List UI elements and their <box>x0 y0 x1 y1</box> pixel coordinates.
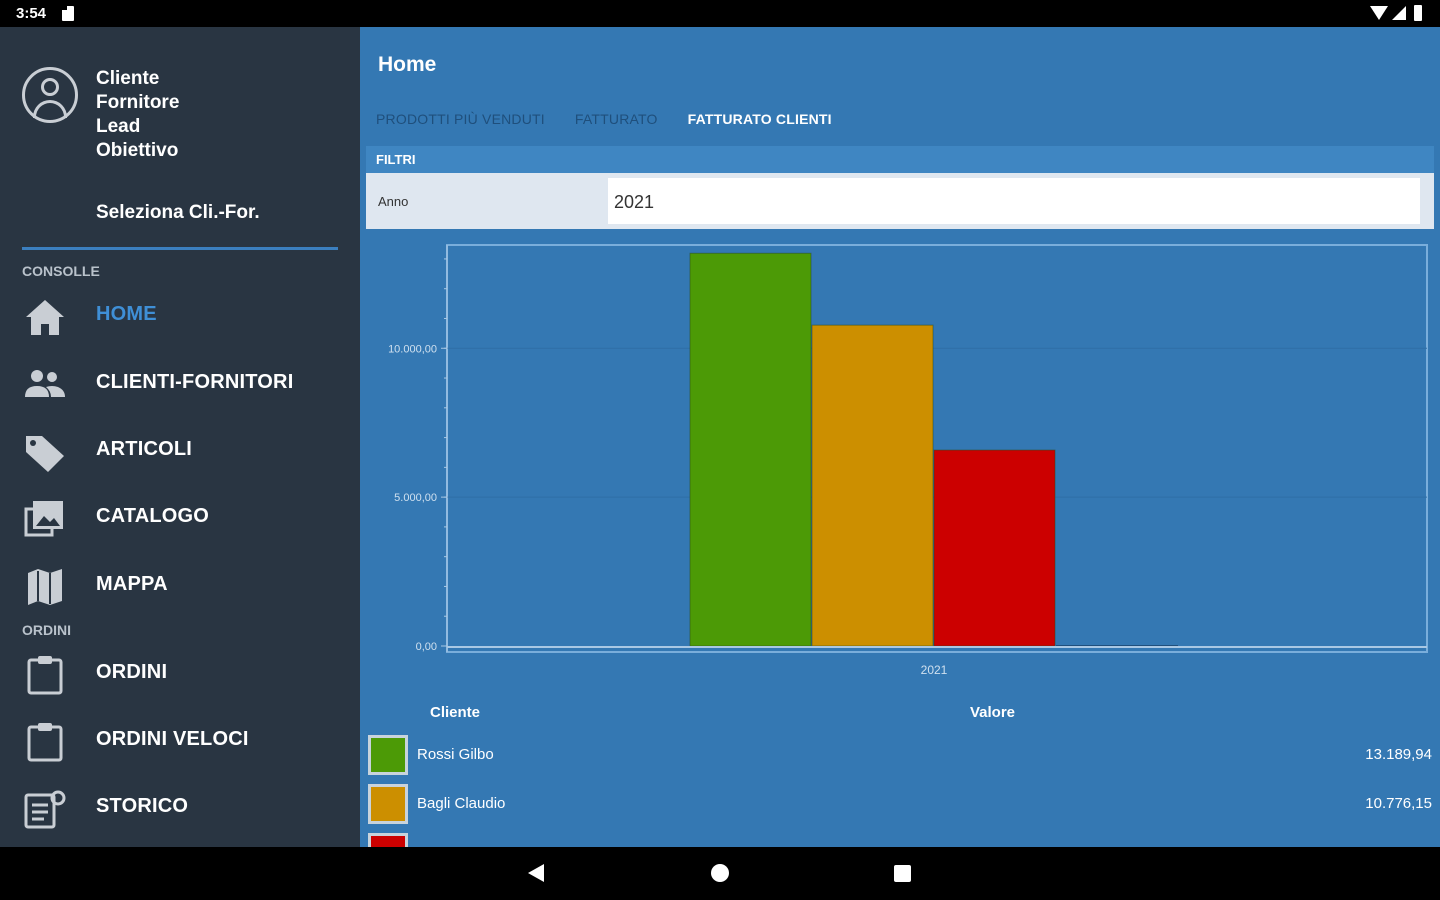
profile-line-supplier: Fornitore <box>96 92 180 113</box>
column-header-client: Cliente <box>430 704 481 721</box>
sidebar-item-home[interactable]: HOME <box>0 287 360 343</box>
year-field[interactable]: 2021 <box>608 178 1420 224</box>
revenue-bar-chart: 0,00 5.000,00 10.000,00 2021 <box>388 244 1428 677</box>
table-row[interactable] <box>360 831 1440 847</box>
y-tick-label: 10.000,00 <box>388 343 437 355</box>
tab-prodotti-piu-venduti[interactable]: PRODOTTI PIÙ VENDUTI <box>376 111 545 127</box>
gallery-icon <box>24 501 63 537</box>
profile-line-objective: Obiettivo <box>96 140 179 161</box>
recents-icon[interactable] <box>894 865 911 882</box>
select-client-supplier-button[interactable]: Seleziona Cli.-For. <box>96 202 260 223</box>
bar <box>689 252 812 647</box>
client-value: 13.189,94 <box>1365 746 1432 763</box>
sidebar-item-ordini-veloci[interactable]: ORDINI VELOCI <box>0 712 360 768</box>
sidebar-divider <box>22 247 338 250</box>
profile-line-lead: Lead <box>96 116 141 137</box>
sdcard-icon <box>62 6 74 21</box>
year-value: 2021 <box>614 192 655 212</box>
sidebar-item-label: ARTICOLI <box>96 438 193 460</box>
system-nav-bar <box>0 847 1440 900</box>
year-label: Anno <box>378 194 409 209</box>
clipboard-icon <box>27 656 63 695</box>
y-tick-label: 0,00 <box>416 641 437 653</box>
people-icon <box>25 370 65 397</box>
column-header-value: Valore <box>970 704 1016 721</box>
page-title: Home <box>378 53 437 76</box>
legend-swatch <box>368 833 408 847</box>
avatar-icon[interactable] <box>22 67 78 123</box>
sidebar-item-label: MAPPA <box>96 573 168 595</box>
client-value: 10.776,15 <box>1365 795 1432 812</box>
filters-label: FILTRI <box>376 152 416 167</box>
wifi-icon <box>1370 6 1388 20</box>
tab-fatturato[interactable]: FATTURATO <box>574 111 658 127</box>
home-circle-icon[interactable] <box>711 864 729 882</box>
tag-icon <box>26 436 64 472</box>
clipboard-icon <box>27 723 63 762</box>
y-tick-label: 5.000,00 <box>394 492 437 504</box>
back-icon[interactable] <box>528 864 544 882</box>
bar <box>933 449 1056 647</box>
sidebar-item-label: ORDINI VELOCI <box>96 728 249 750</box>
tab-bar: PRODOTTI PIÙ VENDUTI FATTURATO FATTURATO… <box>376 111 832 127</box>
x-tick-label: 2021 <box>921 663 948 677</box>
legend-swatch <box>368 784 408 824</box>
sidebar-item-label: ORDINI <box>96 661 168 683</box>
sidebar-item-mappa[interactable]: MAPPA <box>0 557 360 613</box>
sidebar-item-articoli[interactable]: ARTICOLI <box>0 422 360 478</box>
history-doc-icon <box>24 790 66 829</box>
legend-swatch <box>368 735 408 775</box>
sidebar-item-label: CATALOGO <box>96 505 210 527</box>
home-icon <box>26 300 64 335</box>
client-name: Bagli Claudio <box>417 795 506 812</box>
section-console-label: CONSOLLE <box>22 263 100 279</box>
map-icon <box>28 569 62 605</box>
battery-icon <box>1414 5 1422 21</box>
bar <box>811 324 934 647</box>
status-bar: 3:54 <box>0 0 1440 27</box>
sidebar-item-label: CLIENTI-FORNITORI <box>96 371 294 393</box>
client-name: Rossi Gilbo <box>417 746 494 763</box>
filters-header[interactable]: FILTRI <box>366 146 1434 173</box>
profile-info[interactable]: Cliente Fornitore Lead Obiettivo <box>96 67 179 163</box>
sidebar-item-clienti-fornitori[interactable]: CLIENTI-FORNITORI <box>0 355 360 411</box>
navigation-drawer: Cliente Fornitore Lead Obiettivo Selezio… <box>0 27 360 847</box>
filter-row-year: Anno 2021 <box>366 173 1434 229</box>
table-row[interactable]: Rossi Gilbo 13.189,94 <box>360 733 1440 779</box>
table-row[interactable]: Bagli Claudio 10.776,15 <box>360 782 1440 828</box>
section-orders-label: ORDINI <box>22 622 71 638</box>
sidebar-item-catalogo[interactable]: CATALOGO <box>0 489 360 545</box>
signal-icon <box>1392 6 1406 20</box>
sidebar-item-label: STORICO <box>96 795 189 817</box>
profile-line-client: Cliente <box>96 68 160 89</box>
tab-fatturato-clienti[interactable]: FATTURATO CLIENTI <box>687 111 832 127</box>
status-time: 3:54 <box>16 5 47 22</box>
sidebar-item-label: HOME <box>96 303 157 325</box>
sidebar-item-storico[interactable]: STORICO <box>0 779 360 835</box>
main-content: Home PRODOTTI PIÙ VENDUTI FATTURATO FATT… <box>360 27 1440 847</box>
sidebar-item-ordini[interactable]: ORDINI <box>0 645 360 701</box>
